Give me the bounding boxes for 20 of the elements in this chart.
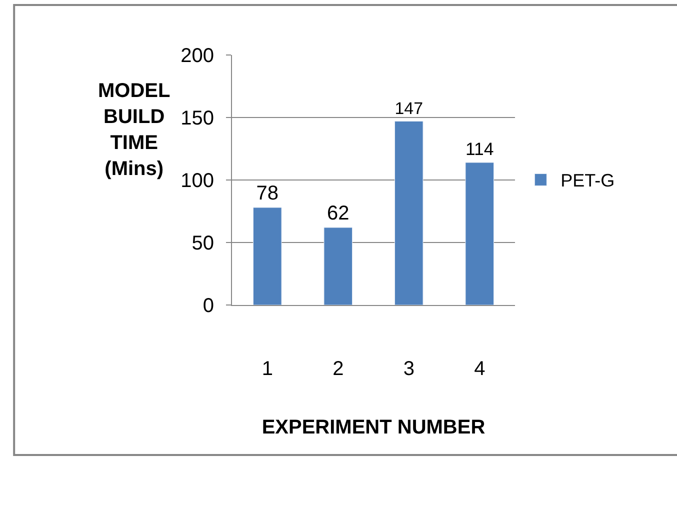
x-tick-label: 2 bbox=[332, 358, 344, 380]
y-tick-label: 0 bbox=[202, 295, 214, 317]
y-tick-label: 50 bbox=[192, 232, 214, 254]
x-tick-label: 1 bbox=[262, 358, 273, 380]
x-axis-title: EXPERIMENT NUMBER bbox=[262, 416, 486, 438]
data-label: 114 bbox=[465, 139, 494, 160]
bar bbox=[252, 207, 282, 305]
data-label: 78 bbox=[256, 182, 279, 204]
bar bbox=[465, 162, 494, 305]
x-tick-label: 4 bbox=[474, 358, 486, 380]
bar bbox=[324, 227, 353, 305]
x-tick-label: 3 bbox=[403, 358, 414, 380]
data-label: 62 bbox=[327, 202, 350, 224]
data-label: 147 bbox=[394, 99, 424, 118]
legend-label: PET-G bbox=[560, 170, 615, 191]
y-tick-label: 150 bbox=[180, 108, 214, 130]
y-axis-title: MODEL BUILD TIME (Mins) bbox=[98, 80, 170, 180]
y-tick-label: 100 bbox=[180, 170, 214, 192]
bar bbox=[394, 121, 424, 305]
y-tick-label: 200 bbox=[180, 45, 214, 67]
